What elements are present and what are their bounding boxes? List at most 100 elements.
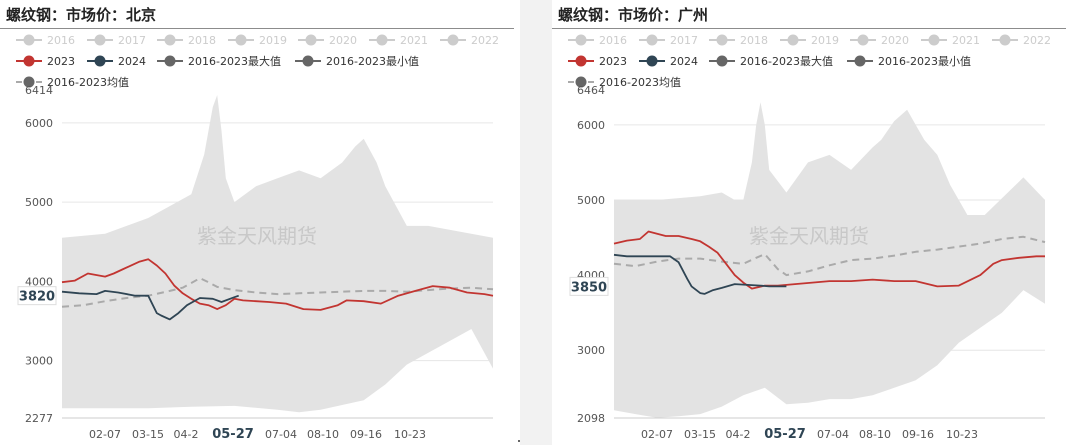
label-box [569, 276, 609, 296]
chart-panel-beijing: 螺纹钢：市场价：北京 2016 2017 2018 2019 2020 2021 2022 2… [0, 0, 520, 445]
chart-svg-beijing: 2016 2017 2018 2019 2020 2021 2022 2023 2024 2016… [16, 34, 499, 442]
watermark: 紫金天风期货 [749, 224, 869, 248]
label-text: 3820 [19, 290, 55, 305]
legend-item-avg: 2016-2023均值 [16, 76, 129, 89]
legend-label: 2017 [118, 34, 146, 47]
legend-marker [235, 34, 247, 46]
series-line-2024 [613, 253, 787, 295]
chart-title-bar: 螺纹钢：市场价：广州 [552, 0, 1066, 29]
x-tick-label: 09-16 [902, 428, 934, 441]
legend-item-2016-2023最小值: 2016-2023最小值 [847, 55, 971, 68]
legend-label: 2019 [811, 34, 839, 47]
current-value-label: 3850 [569, 276, 609, 296]
chart-title: 螺纹钢：市场价：广州 [558, 6, 709, 24]
legend-item-2024: 2024 [639, 55, 698, 68]
legend-label: 2016-2023最小值 [326, 55, 419, 68]
legend-marker [646, 34, 658, 46]
chart-title-bar: 螺纹钢：市场价：北京 [0, 0, 514, 29]
legend-label: 2021 [400, 34, 428, 47]
x-tick-label: 08-10 [307, 428, 339, 441]
legend-marker [94, 55, 106, 67]
x-tick-label: 03-15 [132, 428, 164, 441]
legend-marker [575, 34, 587, 46]
legend-item-2020: 2020 [850, 34, 909, 47]
legend-marker [164, 55, 176, 67]
legend-marker [164, 34, 176, 46]
y-tick-label: 6414 [25, 84, 53, 97]
legend-label: 2022 [1023, 34, 1051, 47]
legend-marker [302, 55, 314, 67]
legend-item-2022: 2022 [440, 34, 499, 47]
y-tick-label: 6000 [577, 119, 605, 132]
y-tick-label: 6464 [577, 84, 605, 97]
legend-marker [999, 34, 1011, 46]
watermark: 紫金天风期货 [197, 224, 317, 248]
legend-label: 2023 [47, 55, 75, 68]
legend-label: 2016 [599, 34, 627, 47]
y-tick-label: 2277 [25, 412, 53, 425]
series-line-2024 [61, 290, 239, 321]
x-tick-label: 05-27 [764, 427, 806, 442]
x-tick-label: 03-15 [684, 428, 716, 441]
legend-marker [857, 34, 869, 46]
chart-svg-guangzhou: 2016 2017 2018 2019 2020 2021 2022 2023 2024 2016… [568, 34, 1051, 442]
y-tick-label: 4000 [25, 275, 53, 288]
legend-marker [854, 55, 866, 67]
y-tick-label: 3000 [25, 355, 53, 368]
legend-item-2021: 2021 [921, 34, 980, 47]
legend-label: 2016 [47, 34, 75, 47]
chart-panel-guangzhou: 螺纹钢：市场价：广州 2016 2017 2018 2019 2020 2021 2022 2… [552, 0, 1072, 445]
legend-label: 2016-2023均值 [599, 76, 681, 89]
x-tick-label: 08-10 [859, 428, 891, 441]
legend-marker [305, 34, 317, 46]
legend-label: 2020 [881, 34, 909, 47]
x-tick-label: 02-07 [89, 428, 121, 441]
label-text: 3850 [571, 280, 607, 295]
x-tick-label: 10-23 [394, 428, 426, 441]
legend-marker [447, 34, 459, 46]
legend-label: 2016-2023最小值 [878, 55, 971, 68]
label-box [17, 286, 57, 306]
legend-label: 2020 [329, 34, 357, 47]
legend-marker [23, 76, 35, 88]
legend-item-2020: 2020 [298, 34, 357, 47]
legend-item-2016: 2016 [16, 34, 75, 47]
legend-label: 2019 [259, 34, 287, 47]
x-tick-label: 07-04 [817, 428, 849, 441]
legend-marker [716, 34, 728, 46]
y-tick-label: 5000 [577, 194, 605, 207]
x-tick-label: 04-2 [174, 428, 199, 441]
legend-label: 2016-2023最大值 [740, 54, 833, 68]
legend-label: 2023 [599, 55, 627, 68]
legend-label: 2018 [740, 34, 768, 47]
legend-item-2017: 2017 [639, 34, 698, 47]
x-tick-label: 10-23 [946, 428, 978, 441]
legend-label: 2022 [471, 34, 499, 47]
legend-item-2016: 2016 [568, 34, 627, 47]
legend-marker [23, 34, 35, 46]
legend-item-2017: 2017 [87, 34, 146, 47]
legend-marker [646, 55, 658, 67]
legend-marker [575, 55, 587, 67]
legend-item-2018: 2018 [157, 34, 216, 47]
legend-label: 2017 [670, 34, 698, 47]
legend-marker [23, 55, 35, 67]
legend-marker [376, 34, 388, 46]
legend-item-avg: 2016-2023均值 [568, 76, 681, 89]
legend-item-2021: 2021 [369, 34, 428, 47]
band-max-min [62, 95, 493, 413]
legend-item-2023: 2023 [568, 55, 627, 68]
legend-label: 2018 [188, 34, 216, 47]
legend-item-2022: 2022 [992, 34, 1051, 47]
legend-label: 2016-2023最大值 [188, 54, 281, 68]
series-line-avg [613, 235, 1046, 277]
legend-item-2019: 2019 [780, 34, 839, 47]
chart-title: 螺纹钢：市场价：北京 [6, 6, 157, 24]
x-tick-label: 07-04 [265, 428, 297, 441]
legend-label: 2016-2023均值 [47, 76, 129, 89]
legend-marker [575, 76, 587, 88]
legend-marker [94, 34, 106, 46]
separator-dot [518, 440, 520, 442]
legend-item-2016-2023最小值: 2016-2023最小值 [295, 55, 419, 68]
legend-item-2023: 2023 [16, 55, 75, 68]
